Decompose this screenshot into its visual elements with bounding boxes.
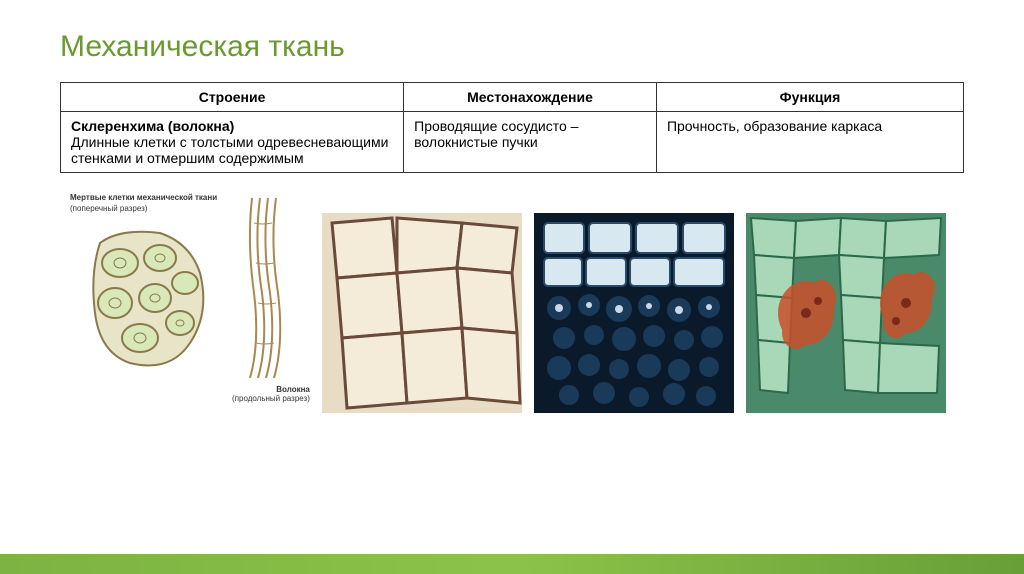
schematic-cross-section: Мертвые клетки механической ткани (попер… [70,193,220,383]
caption-img1-sub: (поперечный разрез) [70,204,220,213]
tissue-table: Строение Местонахождение Функция Склерен… [60,82,964,173]
header-structure: Строение [61,83,404,112]
location-cell: Проводящие сосудисто – волокнистые пучки [404,112,657,173]
structure-desc: Длинные клетки с толстыми одревесневающи… [71,134,388,166]
header-location: Местонахождение [404,83,657,112]
header-function: Функция [656,83,963,112]
micrograph-green [746,213,946,413]
page-title: Механическая ткань [60,30,964,64]
micrograph-light [322,213,522,413]
structure-title: Склеренхима (волокна) [71,118,234,134]
caption-img2-bottom: Волокна [232,385,310,394]
function-cell: Прочность, образование каркаса [656,112,963,173]
table-row: Склеренхима (волокна) Длинные клетки с т… [61,112,964,173]
caption-img1-top: Мертвые клетки механической ткани [70,193,220,202]
bottom-bar [0,554,1024,574]
fibers-longitudinal: Волокна (продольный разрез) [232,193,310,403]
caption-img2-sub: (продольный разрез) [232,394,310,403]
micrograph-dark [534,213,734,413]
images-row: Мертвые клетки механической ткани (попер… [60,193,964,413]
